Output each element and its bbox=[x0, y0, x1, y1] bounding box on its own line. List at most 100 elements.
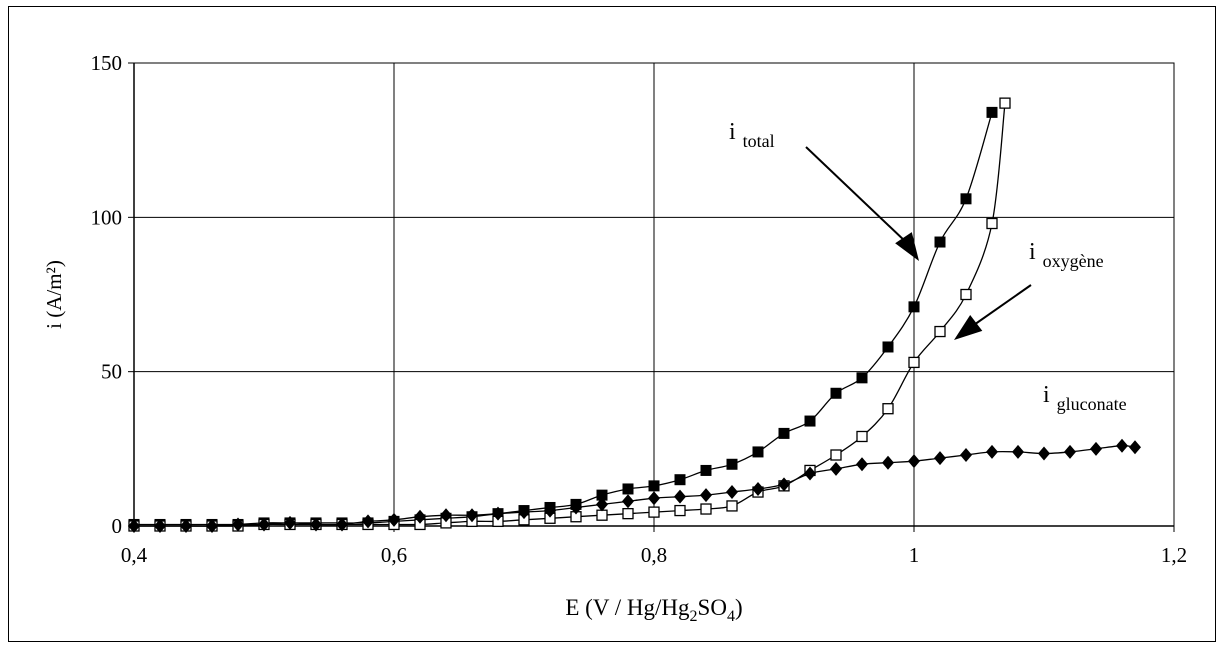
x-axis-label-subscript: 4 bbox=[727, 608, 735, 625]
i-gluconate-curve bbox=[134, 445, 1136, 527]
i-gluconate-point bbox=[284, 515, 296, 530]
i-gluconate-point bbox=[700, 488, 712, 503]
i-total-point bbox=[804, 415, 816, 427]
y-axis-label: i (A/m²) bbox=[42, 260, 66, 329]
i-gluconate-point bbox=[180, 519, 192, 533]
i-gluconate-point bbox=[726, 485, 738, 500]
i-oxyg-ne-point bbox=[648, 506, 660, 518]
i-gluconate-point bbox=[310, 517, 322, 532]
i-total-point bbox=[986, 106, 998, 118]
x-axis-label-text: E (V / Hg/Hg bbox=[565, 595, 690, 620]
i-oxyg-ne-point bbox=[934, 325, 946, 338]
i-total-point bbox=[778, 427, 790, 439]
series-label-sub: gluconate bbox=[1057, 394, 1127, 414]
i-gluconate-point bbox=[336, 517, 348, 532]
i-gluconate-point bbox=[414, 509, 426, 524]
i-gluconate-point bbox=[1116, 438, 1128, 453]
i-gluconate-point bbox=[128, 519, 140, 533]
i-gluconate-point bbox=[830, 461, 842, 476]
i-gluconate-point bbox=[778, 477, 790, 492]
i-gluconate-point bbox=[1038, 446, 1050, 461]
i-gluconate-point bbox=[206, 519, 218, 533]
i-gluconate-point bbox=[570, 500, 582, 515]
series-label-sub: total bbox=[743, 131, 775, 151]
x-axis-ticks: 0,4 0,6 0,8 1 1,2 bbox=[121, 526, 1187, 567]
i-total-arrow-line bbox=[805, 146, 908, 244]
x-tick-label: 1,2 bbox=[1161, 543, 1187, 567]
i-oxyg-ne-arrow-line bbox=[970, 284, 1032, 328]
i-total-point bbox=[596, 489, 608, 501]
x-axis-label-text: SO bbox=[698, 595, 727, 620]
i-total-point bbox=[726, 458, 738, 470]
y-tick-label: 100 bbox=[91, 205, 123, 229]
i-gluconate-point bbox=[960, 448, 972, 463]
i-total-point bbox=[908, 301, 920, 313]
x-tick-label: 0,8 bbox=[641, 543, 667, 567]
i-gluconate-point bbox=[492, 506, 504, 521]
i-total-point bbox=[934, 236, 946, 248]
i-oxyg-ne-point bbox=[830, 449, 842, 461]
i-gluconate-point bbox=[986, 444, 998, 459]
y-tick-label: 0 bbox=[112, 514, 123, 538]
i-gluconate-point bbox=[1064, 444, 1076, 459]
i-oxyg-ne-label: i oxygène bbox=[1029, 239, 1104, 271]
series-label-main: i bbox=[1029, 239, 1036, 265]
i-gluconate-point bbox=[752, 481, 764, 496]
series-label-sub: oxygène bbox=[1043, 251, 1104, 271]
i-gluconate-point bbox=[362, 514, 374, 529]
i-gluconate-point bbox=[1090, 441, 1102, 456]
x-axis-label: E (V / Hg/Hg2SO4) bbox=[565, 595, 742, 625]
y-axis-ticks: 0 50 100 150 bbox=[91, 51, 134, 538]
i-oxyg-ne-point bbox=[674, 504, 686, 517]
i-gluconate-point bbox=[674, 489, 686, 504]
i-oxyg-ne-point bbox=[882, 403, 894, 415]
x-axis-label-subscript: 2 bbox=[690, 608, 698, 625]
x-axis-label-text: ) bbox=[735, 595, 743, 620]
i-gluconate-point bbox=[440, 508, 452, 523]
i-oxyg-ne-point bbox=[622, 508, 634, 520]
i-total-point bbox=[960, 193, 972, 205]
i-oxyg-ne-arrow-head bbox=[954, 315, 983, 340]
i-total-label: i total bbox=[729, 119, 775, 151]
chart-frame: 0,4 0,6 0,8 1 1,2 0 50 100 150 i total i oxygène i g… bbox=[8, 6, 1216, 642]
x-tick-label: 0,6 bbox=[381, 543, 407, 567]
i-oxyg-ne-point bbox=[856, 430, 868, 443]
i-gluconate-point bbox=[258, 517, 270, 532]
x-tick-label: 1 bbox=[909, 543, 920, 567]
y-tick-label: 50 bbox=[101, 360, 122, 384]
series-label-main: i bbox=[1043, 382, 1050, 408]
i-total-arrow-head bbox=[895, 232, 919, 261]
i-total-point bbox=[752, 446, 764, 458]
i-gluconate-point bbox=[934, 451, 946, 466]
i-oxyg-ne-point bbox=[726, 500, 738, 512]
i-total-point bbox=[674, 474, 686, 486]
i-gluconate-point bbox=[154, 519, 166, 533]
i-gluconate-point bbox=[388, 512, 400, 527]
i-gluconate-point bbox=[804, 466, 816, 481]
i-total-point bbox=[830, 387, 842, 399]
i-oxyg-ne-point bbox=[908, 356, 920, 369]
i-gluconate-point bbox=[596, 497, 608, 512]
i-oxyg-ne-point bbox=[700, 503, 712, 515]
i-total-point bbox=[856, 372, 868, 384]
grid-lines bbox=[134, 62, 1174, 526]
i-gluconate-point bbox=[882, 455, 894, 470]
i-oxyg-ne-point bbox=[999, 97, 1011, 109]
i-gluconate-point bbox=[518, 505, 530, 520]
y-tick-label: 150 bbox=[91, 51, 123, 75]
i-oxyg-ne-point bbox=[596, 509, 608, 521]
series-label-main: i bbox=[729, 119, 736, 145]
i-gluconate-point bbox=[1129, 440, 1141, 455]
i-gluconate-point bbox=[908, 454, 920, 469]
i-gluconate-point bbox=[856, 457, 868, 472]
i-total-point bbox=[700, 464, 712, 476]
i-total-point bbox=[648, 480, 660, 492]
i-gluconate-label: i gluconate bbox=[1043, 382, 1127, 414]
i-gluconate-point bbox=[466, 508, 478, 523]
i-oxyg-ne-point bbox=[986, 217, 998, 230]
i-gluconate-point bbox=[1012, 444, 1024, 459]
series-markers bbox=[128, 97, 1141, 533]
i-gluconate-point bbox=[232, 517, 244, 532]
